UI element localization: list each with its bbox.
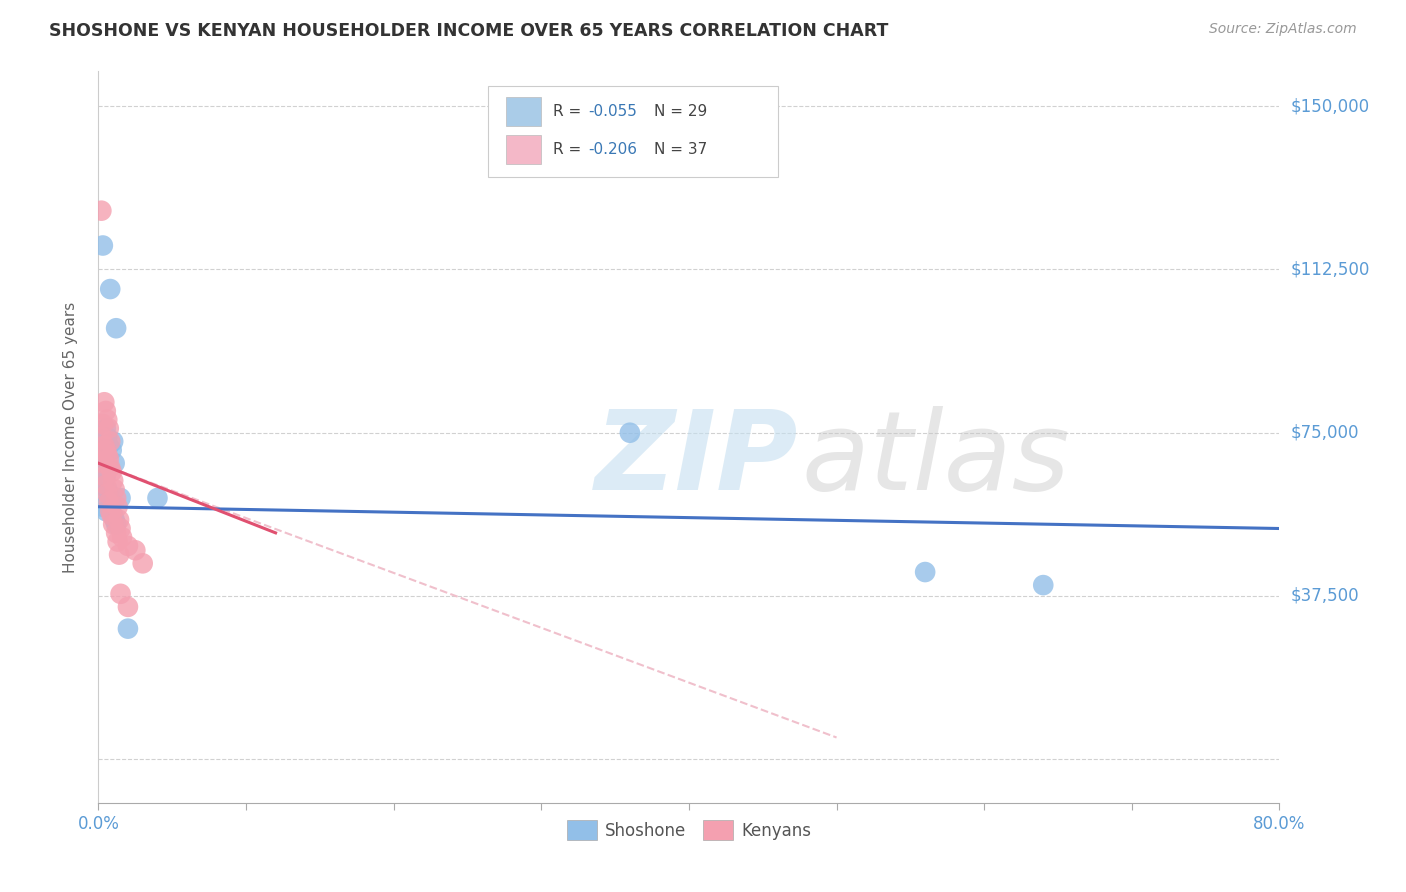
Text: N = 37: N = 37 <box>654 142 707 157</box>
Point <box>914 565 936 579</box>
Point <box>91 456 114 470</box>
Text: $112,500: $112,500 <box>1291 260 1369 278</box>
Point <box>104 483 127 497</box>
Point <box>146 491 169 505</box>
Point <box>94 404 117 418</box>
Text: atlas: atlas <box>801 406 1070 513</box>
Text: R =: R = <box>553 142 586 157</box>
Point <box>93 451 115 466</box>
Point <box>94 443 117 458</box>
Point <box>97 451 120 466</box>
FancyBboxPatch shape <box>506 135 541 164</box>
Point <box>98 504 121 518</box>
Point <box>103 508 125 523</box>
Point <box>105 517 128 532</box>
Point <box>117 622 139 636</box>
Y-axis label: Householder Income Over 65 years: Householder Income Over 65 years <box>63 301 77 573</box>
Point <box>90 430 112 444</box>
Point <box>110 521 132 535</box>
FancyBboxPatch shape <box>506 97 541 127</box>
Point <box>104 456 127 470</box>
Point <box>100 508 122 523</box>
Point <box>108 548 131 562</box>
Point <box>98 491 121 505</box>
Point <box>91 238 114 252</box>
Point <box>103 517 125 532</box>
Point <box>97 439 120 453</box>
Point <box>94 504 117 518</box>
Point <box>107 534 129 549</box>
Point <box>97 486 120 500</box>
Point <box>619 425 641 440</box>
Text: $75,000: $75,000 <box>1291 424 1360 442</box>
Text: Source: ZipAtlas.com: Source: ZipAtlas.com <box>1209 22 1357 37</box>
Point <box>93 395 115 409</box>
Point <box>93 439 115 453</box>
Point <box>124 543 146 558</box>
Point <box>96 483 118 497</box>
Point <box>91 500 114 514</box>
Point <box>111 530 134 544</box>
Point <box>93 478 115 492</box>
Point <box>110 491 132 505</box>
Point <box>110 587 132 601</box>
Text: $37,500: $37,500 <box>1291 587 1360 605</box>
Point <box>117 539 139 553</box>
Point <box>96 448 118 462</box>
Point <box>98 282 121 296</box>
Point <box>94 469 117 483</box>
Text: SHOSHONE VS KENYAN HOUSEHOLDER INCOME OVER 65 YEARS CORRELATION CHART: SHOSHONE VS KENYAN HOUSEHOLDER INCOME OV… <box>49 22 889 40</box>
Point <box>90 203 112 218</box>
Point <box>132 557 155 571</box>
Point <box>98 434 121 449</box>
Point <box>94 478 117 492</box>
Point <box>1032 578 1054 592</box>
Point <box>96 412 118 426</box>
Point <box>100 443 122 458</box>
Point <box>105 321 128 335</box>
Point <box>108 513 131 527</box>
Point <box>91 417 114 431</box>
Text: ZIP: ZIP <box>595 406 799 513</box>
Point <box>98 460 121 475</box>
Text: $150,000: $150,000 <box>1291 97 1369 115</box>
FancyBboxPatch shape <box>488 86 778 178</box>
Point <box>105 491 128 505</box>
Point <box>105 525 128 540</box>
Point <box>97 495 120 509</box>
Point <box>94 421 117 435</box>
Point <box>90 460 112 475</box>
Text: -0.055: -0.055 <box>589 104 637 120</box>
Point <box>107 500 129 514</box>
Point <box>100 465 122 479</box>
Point <box>104 513 127 527</box>
Text: R =: R = <box>553 104 586 120</box>
Point <box>91 474 114 488</box>
Point <box>103 434 125 449</box>
Text: -0.206: -0.206 <box>589 142 637 157</box>
Legend: Shoshone, Kenyans: Shoshone, Kenyans <box>560 814 818 847</box>
Text: N = 29: N = 29 <box>654 104 707 120</box>
Point <box>103 474 125 488</box>
Point <box>117 599 139 614</box>
Point <box>93 469 115 483</box>
Point <box>96 430 118 444</box>
Point <box>96 486 118 500</box>
Point <box>97 421 120 435</box>
Point <box>100 495 122 509</box>
